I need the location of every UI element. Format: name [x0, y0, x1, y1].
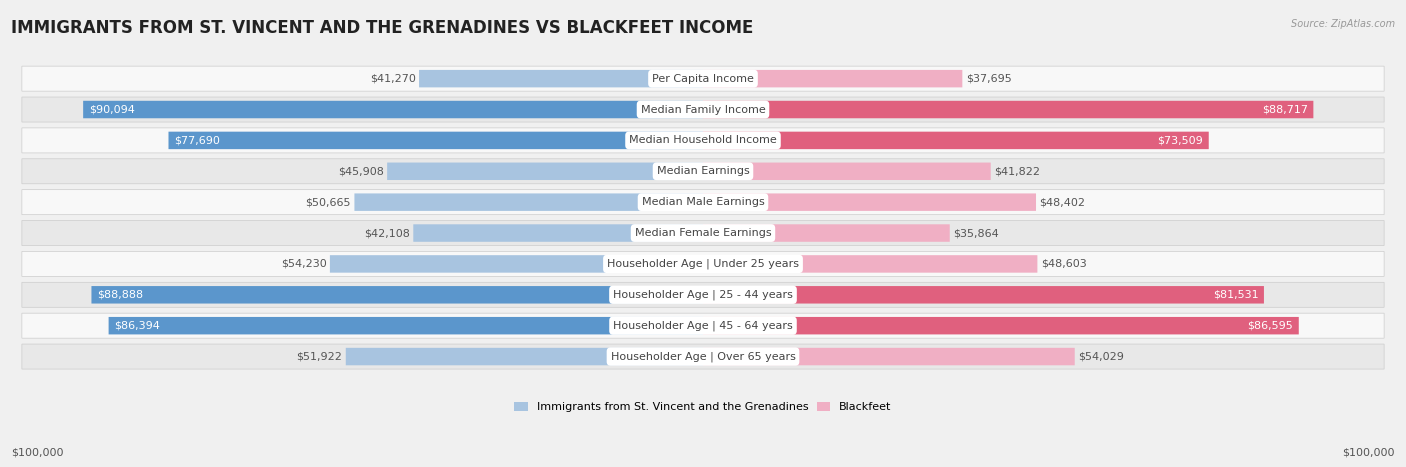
FancyBboxPatch shape: [703, 224, 949, 242]
Text: $54,230: $54,230: [281, 259, 326, 269]
Text: $81,531: $81,531: [1213, 290, 1258, 300]
Text: $54,029: $54,029: [1078, 352, 1123, 361]
Text: $90,094: $90,094: [89, 105, 135, 114]
FancyBboxPatch shape: [330, 255, 703, 273]
Text: $50,665: $50,665: [305, 197, 352, 207]
Text: Householder Age | Under 25 years: Householder Age | Under 25 years: [607, 259, 799, 269]
Text: Median Household Income: Median Household Income: [628, 135, 778, 145]
FancyBboxPatch shape: [22, 282, 1384, 307]
Text: $51,922: $51,922: [297, 352, 342, 361]
Text: $45,908: $45,908: [337, 166, 384, 176]
FancyBboxPatch shape: [22, 97, 1384, 122]
Text: Median Family Income: Median Family Income: [641, 105, 765, 114]
Text: $42,108: $42,108: [364, 228, 411, 238]
FancyBboxPatch shape: [703, 70, 962, 87]
Text: $48,603: $48,603: [1040, 259, 1087, 269]
Text: $48,402: $48,402: [1039, 197, 1085, 207]
FancyBboxPatch shape: [354, 193, 703, 211]
FancyBboxPatch shape: [703, 193, 1036, 211]
Text: $86,394: $86,394: [114, 321, 160, 331]
FancyBboxPatch shape: [22, 128, 1384, 153]
Text: $100,000: $100,000: [1343, 448, 1395, 458]
FancyBboxPatch shape: [91, 286, 703, 304]
Text: IMMIGRANTS FROM ST. VINCENT AND THE GRENADINES VS BLACKFEET INCOME: IMMIGRANTS FROM ST. VINCENT AND THE GREN…: [11, 19, 754, 37]
Text: $35,864: $35,864: [953, 228, 998, 238]
FancyBboxPatch shape: [703, 163, 991, 180]
FancyBboxPatch shape: [22, 220, 1384, 246]
Text: $88,888: $88,888: [97, 290, 143, 300]
Text: $73,509: $73,509: [1157, 135, 1204, 145]
Text: $41,822: $41,822: [994, 166, 1040, 176]
Text: $88,717: $88,717: [1261, 105, 1308, 114]
FancyBboxPatch shape: [703, 348, 1074, 365]
FancyBboxPatch shape: [413, 224, 703, 242]
Text: Source: ZipAtlas.com: Source: ZipAtlas.com: [1291, 19, 1395, 28]
Text: Per Capita Income: Per Capita Income: [652, 74, 754, 84]
FancyBboxPatch shape: [703, 286, 1264, 304]
Text: Median Male Earnings: Median Male Earnings: [641, 197, 765, 207]
FancyBboxPatch shape: [22, 251, 1384, 276]
FancyBboxPatch shape: [22, 313, 1384, 338]
Text: Householder Age | 45 - 64 years: Householder Age | 45 - 64 years: [613, 320, 793, 331]
Text: Householder Age | 25 - 44 years: Householder Age | 25 - 44 years: [613, 290, 793, 300]
FancyBboxPatch shape: [703, 317, 1299, 334]
Legend: Immigrants from St. Vincent and the Grenadines, Blackfeet: Immigrants from St. Vincent and the Gren…: [510, 397, 896, 417]
Text: $77,690: $77,690: [174, 135, 219, 145]
FancyBboxPatch shape: [83, 101, 703, 118]
Text: Median Earnings: Median Earnings: [657, 166, 749, 176]
FancyBboxPatch shape: [169, 132, 703, 149]
FancyBboxPatch shape: [22, 344, 1384, 369]
Text: Householder Age | Over 65 years: Householder Age | Over 65 years: [610, 351, 796, 362]
Text: $37,695: $37,695: [966, 74, 1011, 84]
FancyBboxPatch shape: [346, 348, 703, 365]
Text: $100,000: $100,000: [11, 448, 63, 458]
FancyBboxPatch shape: [22, 159, 1384, 184]
FancyBboxPatch shape: [703, 132, 1209, 149]
Text: $86,595: $86,595: [1247, 321, 1294, 331]
Text: $41,270: $41,270: [370, 74, 416, 84]
FancyBboxPatch shape: [387, 163, 703, 180]
FancyBboxPatch shape: [703, 101, 1313, 118]
Text: Median Female Earnings: Median Female Earnings: [634, 228, 772, 238]
FancyBboxPatch shape: [22, 66, 1384, 91]
FancyBboxPatch shape: [22, 190, 1384, 215]
FancyBboxPatch shape: [703, 255, 1038, 273]
FancyBboxPatch shape: [419, 70, 703, 87]
FancyBboxPatch shape: [108, 317, 703, 334]
